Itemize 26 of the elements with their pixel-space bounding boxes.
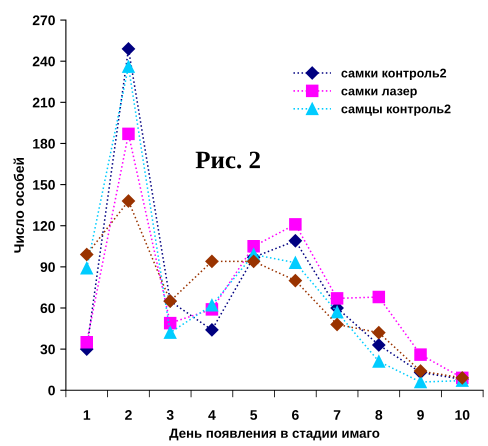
legend-label: самки контроль2 xyxy=(341,68,446,80)
x-tick-label: 9 xyxy=(417,410,424,420)
x-tick-label: 7 xyxy=(334,410,340,420)
y-tick-label: 210 xyxy=(32,98,55,108)
x-tick-label: 10 xyxy=(455,410,470,420)
y-tick-label: 0 xyxy=(48,386,55,396)
y-tick-label: 30 xyxy=(40,344,55,354)
x-tick-label: 8 xyxy=(375,410,382,420)
legend-label: самцы контроль2 xyxy=(341,104,451,116)
x-tick-label: 1 xyxy=(84,410,90,420)
x-tick-label: 3 xyxy=(166,410,174,420)
x-tick-label: 5 xyxy=(250,410,258,420)
y-tick-label: 240 xyxy=(32,56,55,66)
y-axis-title: Число особей xyxy=(14,158,24,253)
x-axis-title: День появления в стадии имаго xyxy=(169,428,380,440)
y-tick-label: 90 xyxy=(40,262,55,272)
y-tick-label: 60 xyxy=(40,303,55,314)
x-tick-label: 2 xyxy=(125,410,132,420)
x-tick-label: 6 xyxy=(292,410,299,420)
y-tick-label: 120 xyxy=(33,221,55,231)
y-tick-label: 150 xyxy=(33,180,55,190)
annotation: Рис. 2 xyxy=(196,152,260,168)
x-tick-label: 4 xyxy=(208,410,216,420)
legend-label: самки лазер xyxy=(341,88,417,98)
y-tick-label: 180 xyxy=(33,138,55,149)
y-tick-label: 270 xyxy=(32,15,55,26)
